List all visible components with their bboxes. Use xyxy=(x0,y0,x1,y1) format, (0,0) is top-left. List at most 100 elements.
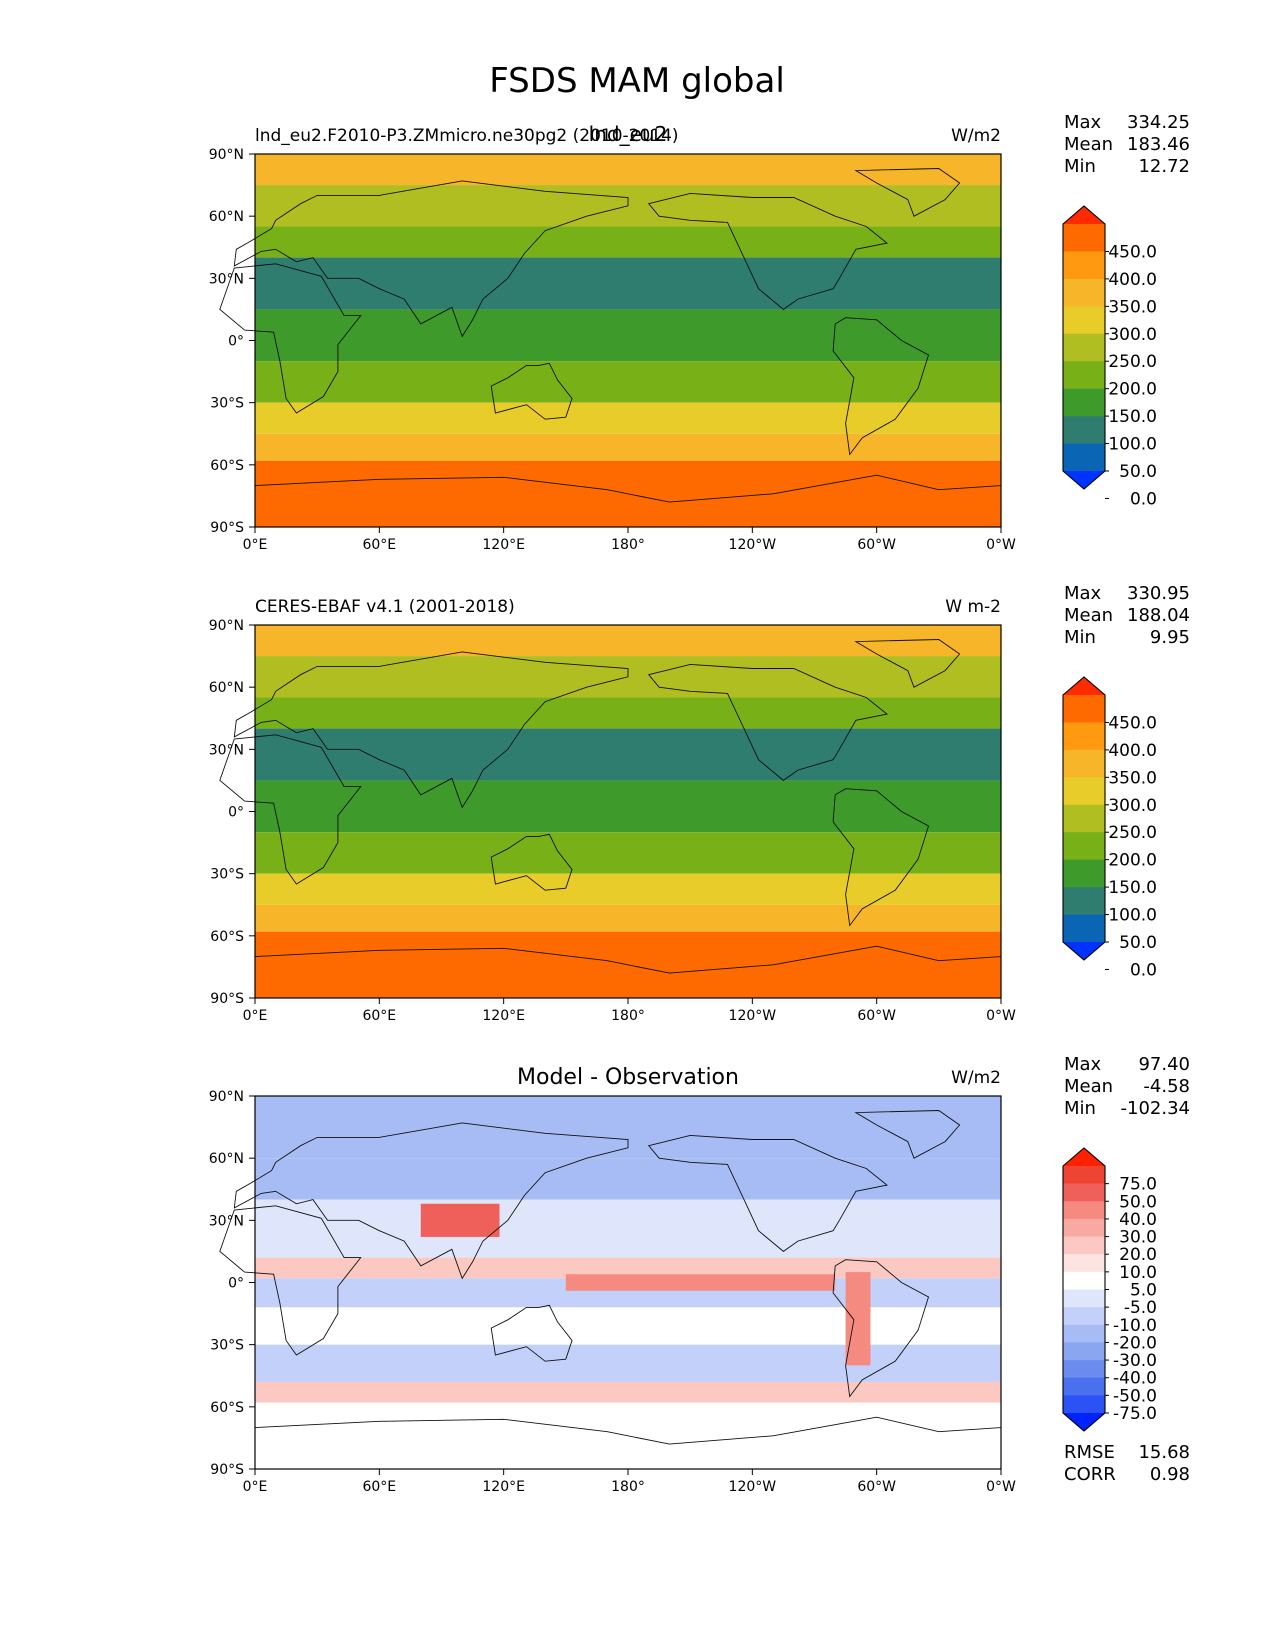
coastline-1 xyxy=(233,180,629,338)
panel-units: W/m2 xyxy=(951,1068,1001,1088)
stat-value: 183.46 xyxy=(1127,134,1190,155)
colorbar-bin xyxy=(1063,859,1105,888)
lon-tick-label: 180° xyxy=(611,1479,645,1495)
colorbar-label: 450.0 xyxy=(1108,713,1157,733)
lon-tick-label: 120°W xyxy=(729,1479,777,1495)
colorbar-label: 150.0 xyxy=(1108,878,1157,898)
colorbar-bin xyxy=(1063,416,1105,444)
colorbar-label: 150.0 xyxy=(1108,407,1157,427)
coastline-0 xyxy=(219,1205,362,1356)
anomaly-andes xyxy=(845,1272,871,1366)
stat-value: 12.72 xyxy=(1138,156,1190,177)
stat-label: CORR xyxy=(1064,1464,1116,1485)
field-band-6 xyxy=(255,402,1001,434)
field-band-0 xyxy=(255,625,1001,657)
panel-units: W/m2 xyxy=(951,126,1001,146)
coastline-1 xyxy=(233,1122,629,1280)
lon-tick-label: 60°E xyxy=(362,537,396,553)
lat-tick-label: 90°S xyxy=(210,1462,244,1478)
colorbar-label: -50.0 xyxy=(1113,1386,1157,1406)
colorbar-bin xyxy=(1063,1236,1105,1255)
colorbar-bin xyxy=(1063,1342,1105,1361)
colorbar-label: 100.0 xyxy=(1108,906,1157,926)
lon-tick-label: 60°E xyxy=(362,1008,396,1024)
field-band-7 xyxy=(255,1381,1001,1403)
coastline-5 xyxy=(854,168,961,217)
stat-label: Max xyxy=(1064,583,1102,604)
colorbar-bin xyxy=(1063,1360,1105,1379)
lat-tick-label: 0° xyxy=(228,334,244,350)
coastline-1 xyxy=(233,651,629,809)
stat-value: 15.68 xyxy=(1138,1442,1190,1463)
lat-tick-label: 30°S xyxy=(210,1338,244,1354)
lon-tick-label: 120°W xyxy=(729,1008,777,1024)
colorbar-label: 0.0 xyxy=(1130,489,1157,509)
field-band-3 xyxy=(255,257,1001,310)
colorbar-label: 300.0 xyxy=(1108,325,1157,345)
colorbar-label: 100.0 xyxy=(1108,435,1157,455)
colorbar-label: 350.0 xyxy=(1108,768,1157,788)
colorbar-bin xyxy=(1063,443,1105,472)
lat-tick-label: 90°N xyxy=(209,147,244,163)
colorbar-extend-bottom xyxy=(1063,471,1105,489)
lat-tick-label: 30°S xyxy=(210,396,244,412)
panel-subtitle: lnd_eu2.F2010-P3.ZMmicro.ne30pg2 (2010-2… xyxy=(255,126,679,146)
colorbar-bin xyxy=(1063,1395,1105,1414)
lat-tick-label: 30°N xyxy=(209,742,244,758)
lon-tick-label: 120°E xyxy=(482,537,525,553)
stat-label: Min xyxy=(1064,156,1096,177)
coastline-3 xyxy=(647,663,889,781)
colorbar-extend-bottom xyxy=(1063,1413,1105,1431)
field-band-7 xyxy=(255,904,1001,932)
colorbar-bin xyxy=(1063,804,1105,833)
field-band-5 xyxy=(255,361,1001,403)
coastline-5 xyxy=(854,639,961,688)
colorbar-label: -20.0 xyxy=(1113,1333,1157,1353)
colorbar-label: 0.0 xyxy=(1130,960,1157,980)
stat-value: 188.04 xyxy=(1127,605,1190,626)
stat-value: 334.25 xyxy=(1127,112,1190,133)
panel-units: W m-2 xyxy=(945,597,1001,617)
lat-tick-label: 60°N xyxy=(209,680,244,696)
field-band-3 xyxy=(255,728,1001,781)
colorbar-bin xyxy=(1063,278,1105,307)
stat-label: Mean xyxy=(1064,134,1113,155)
colorbar-bin xyxy=(1063,749,1105,778)
lon-tick-label: 0°E xyxy=(243,1008,268,1024)
lat-tick-label: 60°S xyxy=(210,1400,244,1416)
colorbar-bin xyxy=(1063,914,1105,943)
colorbar-bin xyxy=(1063,333,1105,362)
stat-value: 97.40 xyxy=(1138,1054,1190,1075)
field-band-2 xyxy=(255,1199,1001,1258)
stat-label: Max xyxy=(1064,1054,1102,1075)
lon-tick-label: 180° xyxy=(611,1008,645,1024)
lon-tick-label: 0°E xyxy=(243,537,268,553)
lon-tick-label: 60°W xyxy=(857,537,896,553)
coastline-2 xyxy=(490,362,573,420)
colorbar-bin xyxy=(1063,1271,1105,1290)
lon-tick-label: 180° xyxy=(611,537,645,553)
colorbar-label: 50.0 xyxy=(1119,933,1157,953)
colorbar-bin xyxy=(1063,361,1105,389)
coastline-3 xyxy=(647,192,889,310)
stat-label: Min xyxy=(1064,1098,1096,1119)
colorbar-label: -40.0 xyxy=(1113,1369,1157,1389)
colorbar-label: 5.0 xyxy=(1130,1281,1157,1301)
field-band-5 xyxy=(255,832,1001,874)
lon-tick-label: 60°E xyxy=(362,1479,396,1495)
field-band-0 xyxy=(255,1096,1001,1159)
stat-value: 9.95 xyxy=(1150,627,1190,648)
lat-tick-label: 90°N xyxy=(209,1089,244,1105)
colorbar-label: 30.0 xyxy=(1119,1228,1157,1248)
lat-tick-label: 30°N xyxy=(209,271,244,287)
field-band-5 xyxy=(255,1307,1001,1345)
colorbar-bin xyxy=(1063,1201,1105,1220)
colorbar-bin xyxy=(1063,1289,1105,1308)
panel-subtitle: CERES-EBAF v4.1 (2001-2018) xyxy=(255,597,515,617)
panel-reference: 90°N 60°N 30°N 0° 30°S 60°S 90°S0°E 60°E 120°E 18… xyxy=(209,583,1190,1024)
lon-tick-label: 60°W xyxy=(857,1008,896,1024)
colorbar-bin xyxy=(1063,1324,1105,1343)
colorbar-extend-bottom xyxy=(1063,942,1105,960)
lat-tick-label: 60°S xyxy=(210,458,244,474)
colorbar-label: -10.0 xyxy=(1113,1316,1157,1336)
